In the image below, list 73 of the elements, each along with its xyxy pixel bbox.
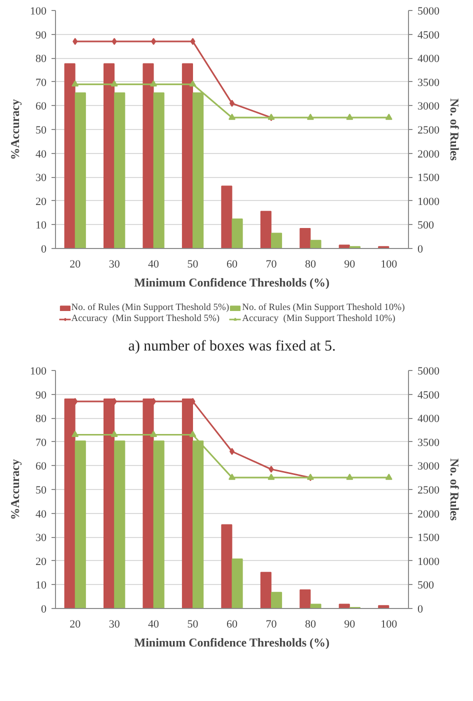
y2-tick-label: 2000 (418, 508, 440, 520)
x-tick-label: 80 (304, 618, 316, 630)
y2-tick-label: 3000 (418, 460, 440, 473)
x-tick-label: 20 (70, 618, 82, 630)
x-tick-label: 60 (226, 618, 238, 630)
y2-tick-label: 3500 (418, 76, 440, 89)
x-tick-label: 70 (266, 258, 278, 270)
y2-tick-label: 0 (418, 244, 424, 256)
x-tick-label: 60 (226, 258, 238, 270)
y2-tick-label: 5000 (418, 366, 440, 378)
y2-tick-label: 1000 (418, 556, 440, 568)
x-tick-label: 100 (380, 258, 398, 270)
y2-tick-label: 2500 (418, 124, 440, 136)
y2-axis-title: No. of Rules (448, 458, 462, 521)
x-tick-label: 30 (108, 618, 120, 630)
y2-tick-label: 1500 (418, 172, 440, 184)
y-tick-label: 90 (36, 389, 47, 402)
y-tick-label: 20 (36, 556, 47, 568)
y-tick-label: 100 (30, 366, 47, 378)
y-axis-title: %Accuracy (8, 99, 22, 160)
y-tick-label: 10 (36, 220, 47, 232)
y2-tick-label: 3500 (418, 436, 440, 449)
x-tick-label: 100 (380, 618, 398, 630)
y-tick-label: 50 (36, 124, 47, 136)
x-tick-label: 30 (108, 258, 120, 270)
x-tick-label: 50 (187, 618, 199, 630)
y-tick-label: 50 (36, 484, 47, 496)
x-tick-label: 40 (148, 258, 160, 270)
y2-tick-label: 4000 (418, 413, 440, 426)
y2-tick-label: 4500 (418, 29, 440, 42)
legend-label: Accuracy (Min Support Theshold 10%) (242, 313, 396, 324)
y-tick-label: 100 (30, 6, 47, 18)
y2-axis-title: No. of Rules (448, 98, 462, 161)
y-tick-label: 70 (36, 436, 47, 449)
y-tick-label: 40 (36, 508, 47, 520)
x-tick-label: 50 (187, 258, 199, 270)
x-axis-title: Minimum Confidence Thresholds (%) (134, 636, 330, 650)
y2-tick-label: 4000 (418, 53, 440, 66)
y2-tick-label: 1500 (418, 532, 440, 544)
text: a) number of boxes was fixed at 5. (128, 338, 336, 354)
y-tick-label: 80 (36, 53, 47, 66)
y2-tick-label: 500 (418, 580, 434, 592)
y-tick-label: 30 (36, 532, 47, 544)
x-tick-label: 90 (344, 618, 356, 630)
x-tick-label: 90 (344, 258, 356, 270)
y-tick-label: 70 (36, 76, 47, 89)
y2-tick-label: 5000 (418, 6, 440, 18)
y2-tick-label: 2000 (418, 148, 440, 160)
x-tick-label: 40 (148, 618, 160, 630)
x-tick-label: 20 (70, 258, 82, 270)
y-tick-label: 60 (36, 100, 47, 113)
y2-tick-label: 1000 (418, 196, 440, 208)
y-axis-title: %Accuracy (8, 459, 22, 520)
legend-label: Accuracy (Min Support Theshold 5%) (71, 313, 220, 324)
y-tick-label: 40 (36, 148, 47, 160)
x-tick-label: 70 (266, 618, 278, 630)
y-tick-label: 0 (41, 244, 47, 256)
x-axis-title: Minimum Confidence Thresholds (%) (134, 276, 330, 290)
y2-tick-label: 4500 (418, 389, 440, 402)
y-tick-label: 90 (36, 29, 47, 42)
y2-tick-label: 3000 (418, 100, 440, 113)
y2-tick-label: 0 (418, 604, 424, 616)
y-tick-label: 20 (36, 196, 47, 208)
y-tick-label: 0 (41, 604, 47, 616)
y2-tick-label: 2500 (418, 484, 440, 496)
y-tick-label: 10 (36, 580, 47, 592)
y2-tick-label: 500 (418, 220, 434, 232)
legend-label: No. of Rules (Min Support Theshold 5%) (71, 302, 230, 313)
y-tick-label: 60 (36, 460, 47, 473)
x-tick-label: 80 (304, 258, 316, 270)
y-tick-label: 80 (36, 413, 47, 426)
legend-label: No. of Rules (Min Support Theshold 10%) (242, 302, 405, 313)
y-tick-label: 30 (36, 172, 47, 184)
